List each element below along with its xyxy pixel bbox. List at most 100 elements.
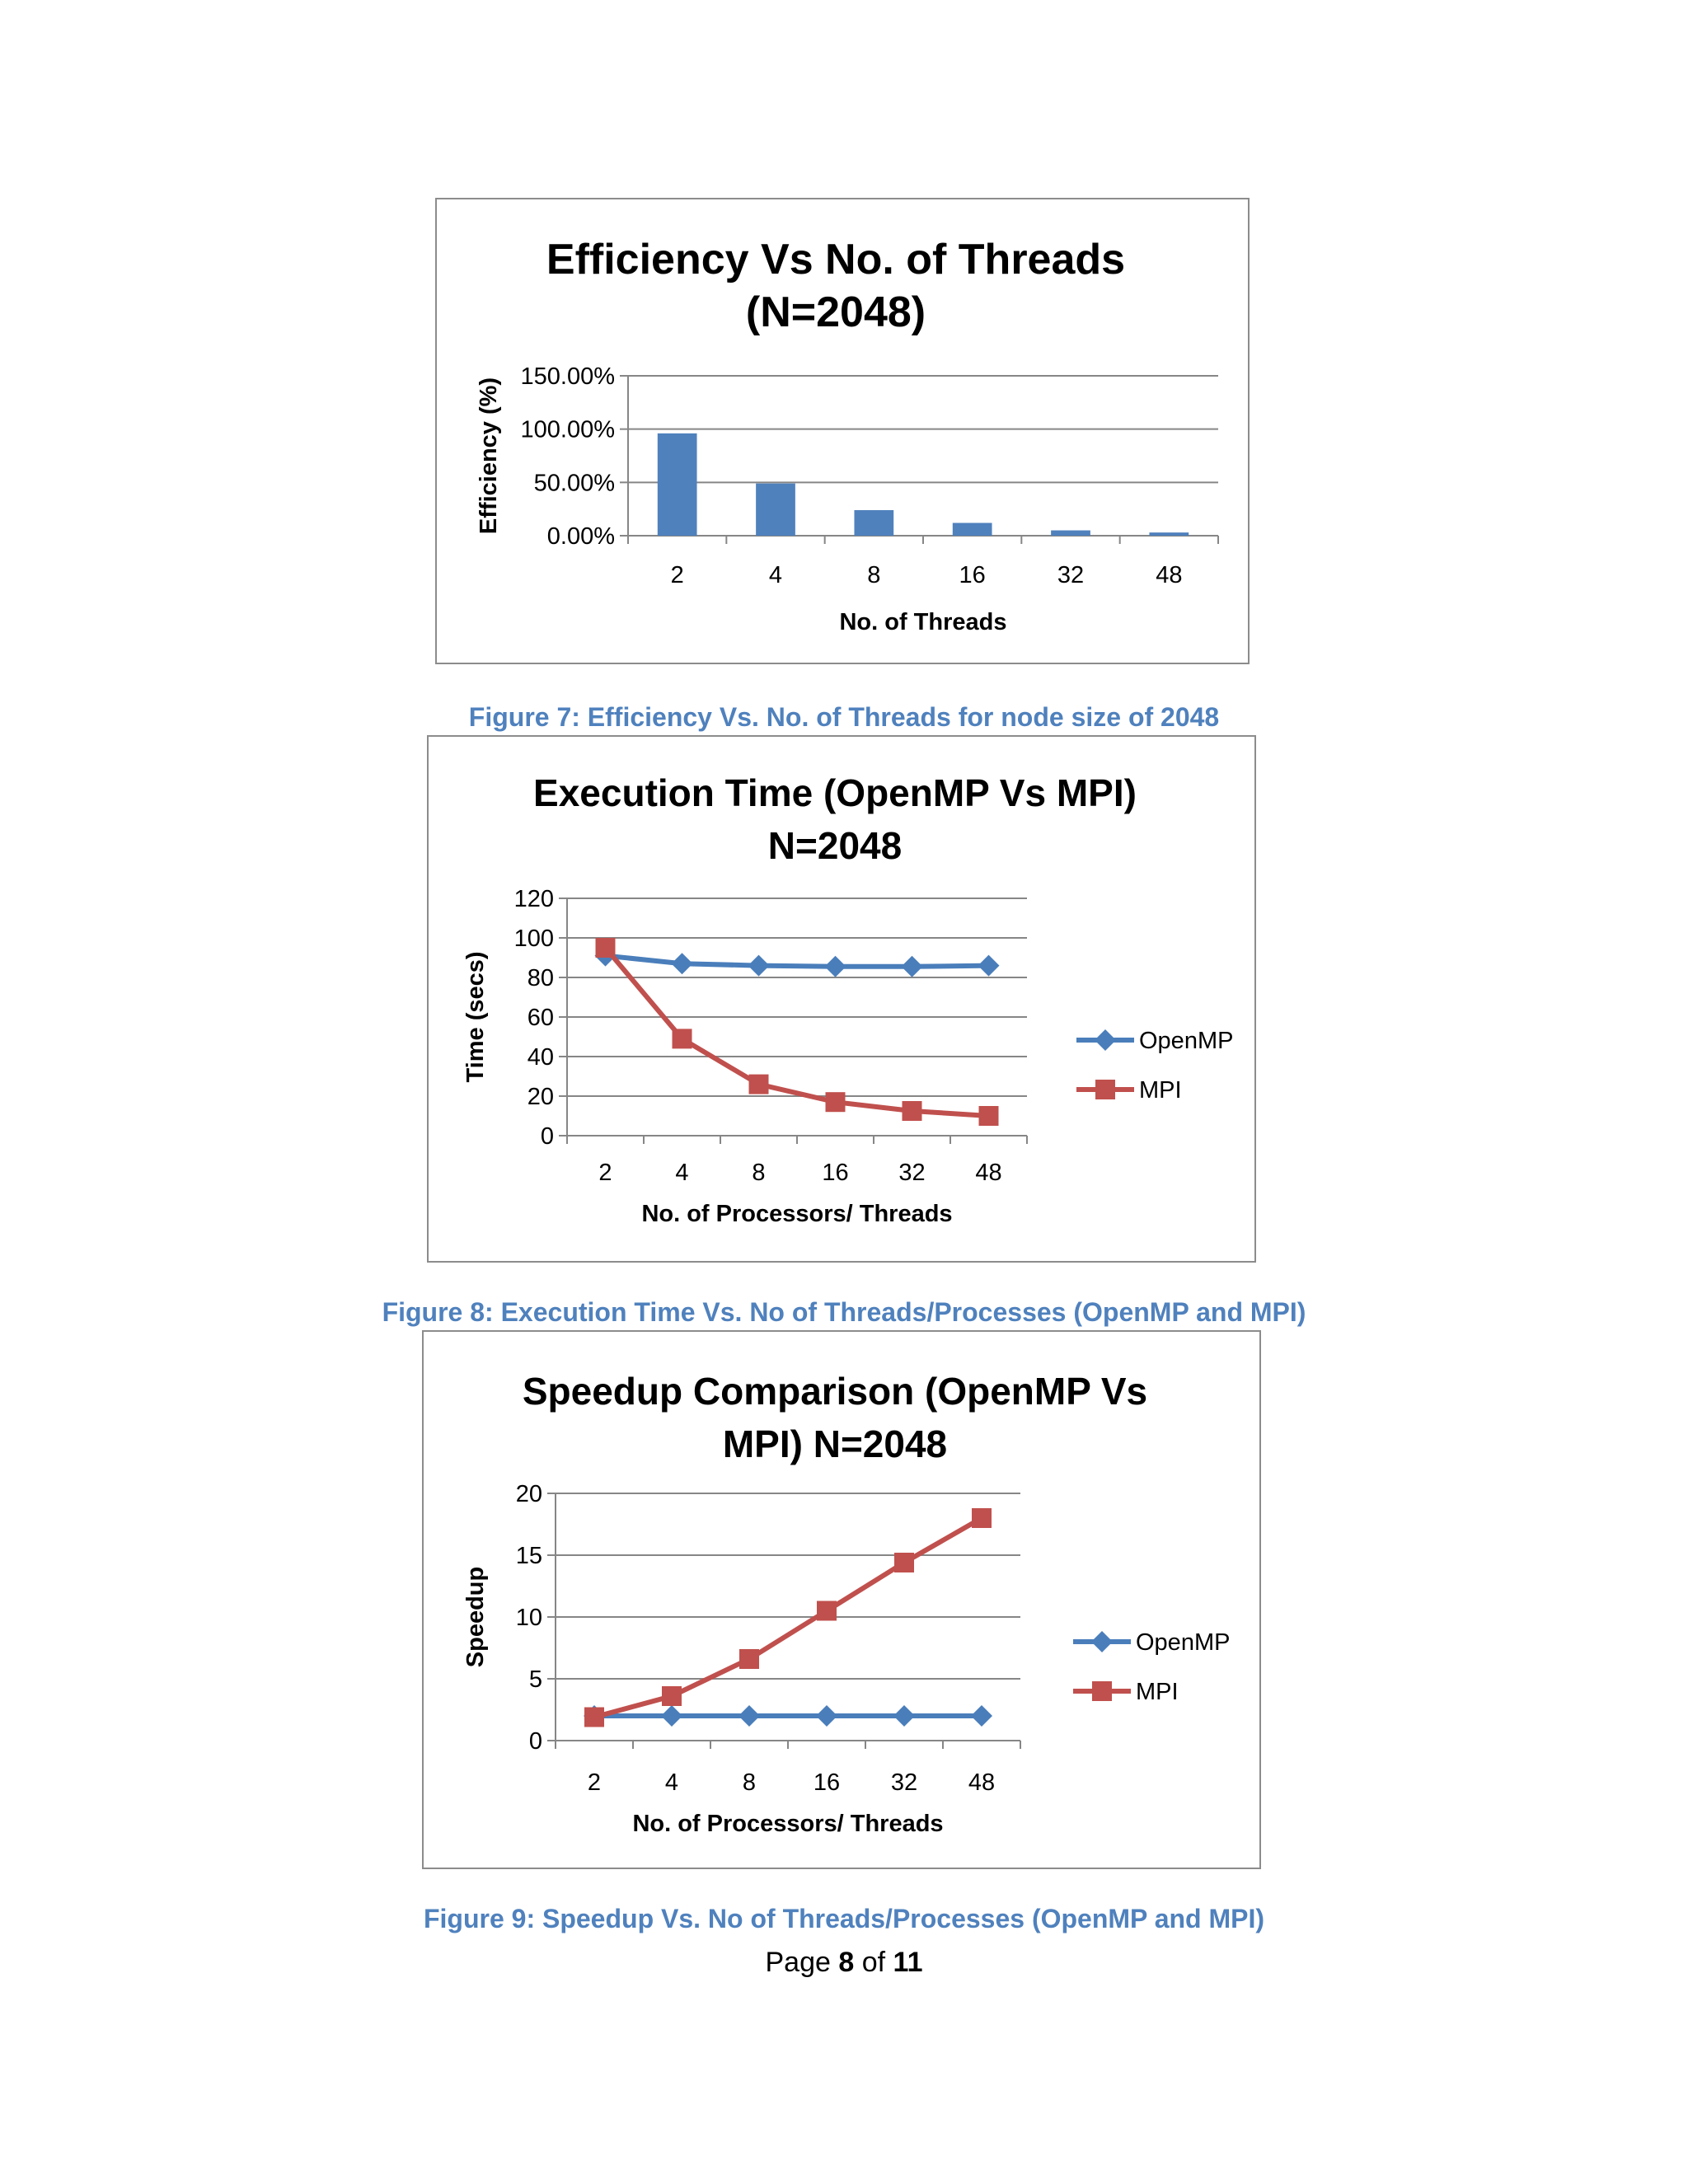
figure-8-caption: Figure 8: Execution Time Vs. No of Threa…: [382, 1297, 1306, 1327]
y-tick-label: 150.00%: [521, 363, 616, 390]
y-tick-label: 0.00%: [547, 523, 615, 550]
data-point: [671, 953, 693, 975]
y-tick-label: 0: [541, 1123, 554, 1150]
efficiency-chart: Efficiency Vs No. of Threads (N=2048) 0.00…: [435, 198, 1250, 664]
legend-label: OpenMP: [1139, 1028, 1233, 1054]
y-tick-label: 80: [528, 965, 554, 991]
y-tick-label: 50.00%: [534, 470, 615, 496]
chart-title-line: Execution Time (OpenMP Vs MPI): [533, 771, 1137, 814]
data-point: [662, 1686, 682, 1706]
x-tick-label: 48: [975, 1160, 1001, 1186]
x-tick-label: 4: [769, 562, 782, 588]
data-point: [739, 1649, 759, 1669]
execution-time-chart: Execution Time (OpenMP Vs MPI) N=2048 0 20 4…: [427, 735, 1256, 1263]
x-tick-label: 4: [665, 1769, 678, 1796]
efficiency-chart-svg: Efficiency Vs No. of Threads(N=2048) 0.00…: [476, 236, 1219, 635]
speedup-chart: Speedup Comparison (OpenMP Vs MPI) N=2048…: [422, 1330, 1261, 1869]
chart-title-line: MPI) N=2048: [723, 1422, 947, 1465]
y-axis-title: Time (secs): [462, 951, 489, 1082]
data-point: [584, 1707, 604, 1727]
chart-title-line: Speedup Comparison (OpenMP Vs: [523, 1370, 1147, 1413]
y-tick-label: 0: [529, 1728, 542, 1755]
y-tick-label: 60: [528, 1005, 554, 1031]
speedup-chart-svg: Speedup Comparison (OpenMP Vs MPI) N=2048…: [462, 1370, 1230, 1837]
bar: [657, 433, 697, 536]
figure-9-caption: Figure 9: Speedup Vs. No of Threads/Proc…: [423, 1904, 1265, 1933]
data-point: [894, 1553, 914, 1572]
execution-time-chart-svg: Execution Time (OpenMP Vs MPI) N=2048 0 20 4…: [462, 771, 1233, 1227]
chart-title-line: Efficiency Vs No. of Threads: [546, 236, 1125, 284]
data-point: [748, 954, 770, 977]
legend-marker: [1092, 1681, 1112, 1701]
bar: [756, 483, 795, 536]
x-tick-label: 16: [814, 1769, 840, 1796]
y-tick-label: 5: [529, 1666, 542, 1693]
x-axis-title: No. of Processors/ Threads: [632, 1811, 943, 1837]
y-tick-label: 120: [514, 886, 554, 912]
data-point: [595, 938, 616, 958]
x-tick-label: 4: [675, 1160, 688, 1186]
data-point: [893, 1705, 915, 1727]
data-point: [817, 1601, 837, 1621]
data-point: [978, 1106, 999, 1126]
y-tick-label: 100: [514, 926, 554, 952]
y-axis-title: Speedup: [462, 1567, 489, 1667]
data-point: [901, 955, 923, 977]
y-axis-title: Efficiency (%): [476, 377, 502, 534]
x-tick-label: 8: [867, 562, 880, 588]
data-point: [972, 1508, 992, 1528]
data-point: [748, 1074, 769, 1094]
legend-marker: [1091, 1631, 1113, 1652]
of-word: of: [861, 1947, 886, 1978]
x-tick-label: 2: [588, 1769, 601, 1796]
bar: [854, 509, 894, 536]
data-point: [824, 955, 846, 977]
chart-title-line: (N=2048): [746, 288, 926, 336]
x-tick-label: 2: [598, 1160, 612, 1186]
x-tick-label: 32: [891, 1769, 917, 1796]
x-tick-label: 8: [752, 1160, 765, 1186]
series-line: [603, 946, 989, 1118]
x-axis-title: No. of Threads: [839, 609, 1006, 635]
x-tick-label: 16: [822, 1160, 848, 1186]
legend-label: OpenMP: [1136, 1629, 1230, 1656]
bar: [1149, 532, 1189, 536]
x-tick-label: 8: [743, 1769, 756, 1796]
y-tick-label: 20: [528, 1084, 554, 1110]
bar: [1051, 530, 1090, 536]
x-tick-label: 48: [1156, 562, 1182, 588]
page-number: Page 8 of 11: [0, 1947, 1688, 1979]
y-tick-label: 15: [516, 1543, 542, 1569]
page-word: Page: [765, 1947, 831, 1978]
data-point: [902, 1101, 922, 1121]
legend-label: MPI: [1136, 1679, 1179, 1705]
x-tick-label: 48: [968, 1769, 995, 1796]
y-tick-label: 10: [516, 1605, 542, 1631]
legend-marker: [1095, 1029, 1116, 1051]
legend-marker: [1095, 1080, 1115, 1099]
data-point: [825, 1092, 846, 1113]
y-tick-label: 40: [528, 1044, 554, 1071]
total-pages: 11: [893, 1947, 923, 1978]
current-page: 8: [838, 1947, 855, 1978]
figure-7-caption: Figure 7: Efficiency Vs. No. of Threads …: [468, 702, 1220, 732]
y-tick-label: 100.00%: [521, 417, 616, 443]
x-tick-label: 32: [1057, 562, 1084, 588]
bar: [952, 523, 992, 536]
data-point: [978, 954, 1000, 977]
series-line: [605, 953, 989, 969]
y-tick-label: 20: [516, 1481, 542, 1507]
data-point: [661, 1705, 682, 1727]
x-tick-label: 32: [898, 1160, 925, 1186]
data-point: [971, 1705, 992, 1727]
legend-label: MPI: [1139, 1077, 1182, 1104]
x-tick-label: 2: [671, 562, 684, 588]
chart-title-line: N=2048: [768, 824, 902, 867]
data-point: [738, 1705, 760, 1727]
x-axis-title: No. of Processors/ Threads: [641, 1201, 952, 1227]
x-tick-label: 16: [959, 562, 986, 588]
data-point: [672, 1029, 692, 1049]
data-point: [816, 1705, 837, 1727]
series-line: [593, 1516, 983, 1720]
